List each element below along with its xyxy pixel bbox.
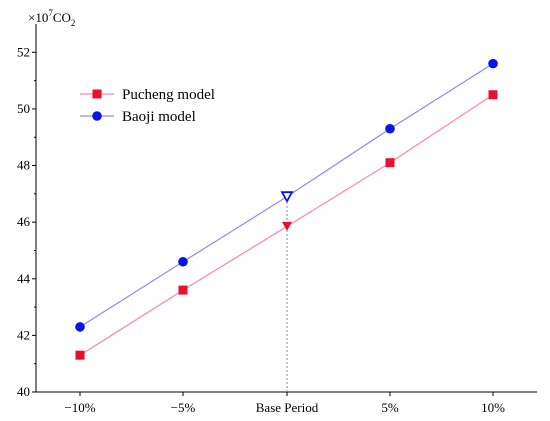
data-point <box>385 158 395 168</box>
data-point <box>75 322 85 332</box>
y-tick-label: 42 <box>17 327 30 342</box>
legend-item: Pucheng model <box>80 87 215 103</box>
series-0 <box>75 90 498 360</box>
data-point <box>488 90 498 100</box>
data-point <box>75 350 85 360</box>
x-tick-label: Base Period <box>256 400 319 415</box>
x-tick-label: −5% <box>171 400 196 415</box>
legend: Pucheng model Baoji model <box>80 87 215 125</box>
y-tick-label: 40 <box>17 384 30 399</box>
legend-item: Baoji model <box>80 109 196 125</box>
x-tick-label: 5% <box>381 400 399 415</box>
data-point <box>178 285 188 295</box>
axes: 40 42 44 46 48 50 52 −10% −5% Base Period 5% 10% <box>17 24 537 415</box>
legend-label: Pucheng model <box>122 87 215 103</box>
data-point <box>280 191 294 204</box>
legend-label: Baoji model <box>122 109 196 125</box>
y-unit-label: ×107CO2 <box>28 8 75 28</box>
y-tick-label: 50 <box>17 101 30 116</box>
y-tick-label: 44 <box>17 271 31 286</box>
data-point <box>282 221 292 231</box>
y-tick-label: 46 <box>17 214 31 229</box>
y-tick-label: 48 <box>17 158 30 173</box>
series-layer <box>75 58 498 360</box>
x-tick-label: −10% <box>64 400 95 415</box>
data-point <box>488 58 498 69</box>
x-tick-label: 10% <box>481 400 505 415</box>
legend-marker <box>92 89 102 99</box>
series-1 <box>75 58 498 332</box>
svg-text:×107CO2: ×107CO2 <box>28 8 75 28</box>
y-tick-label: 52 <box>17 44 30 59</box>
data-point <box>178 256 188 267</box>
data-point <box>385 123 395 134</box>
legend-marker <box>92 111 102 121</box>
